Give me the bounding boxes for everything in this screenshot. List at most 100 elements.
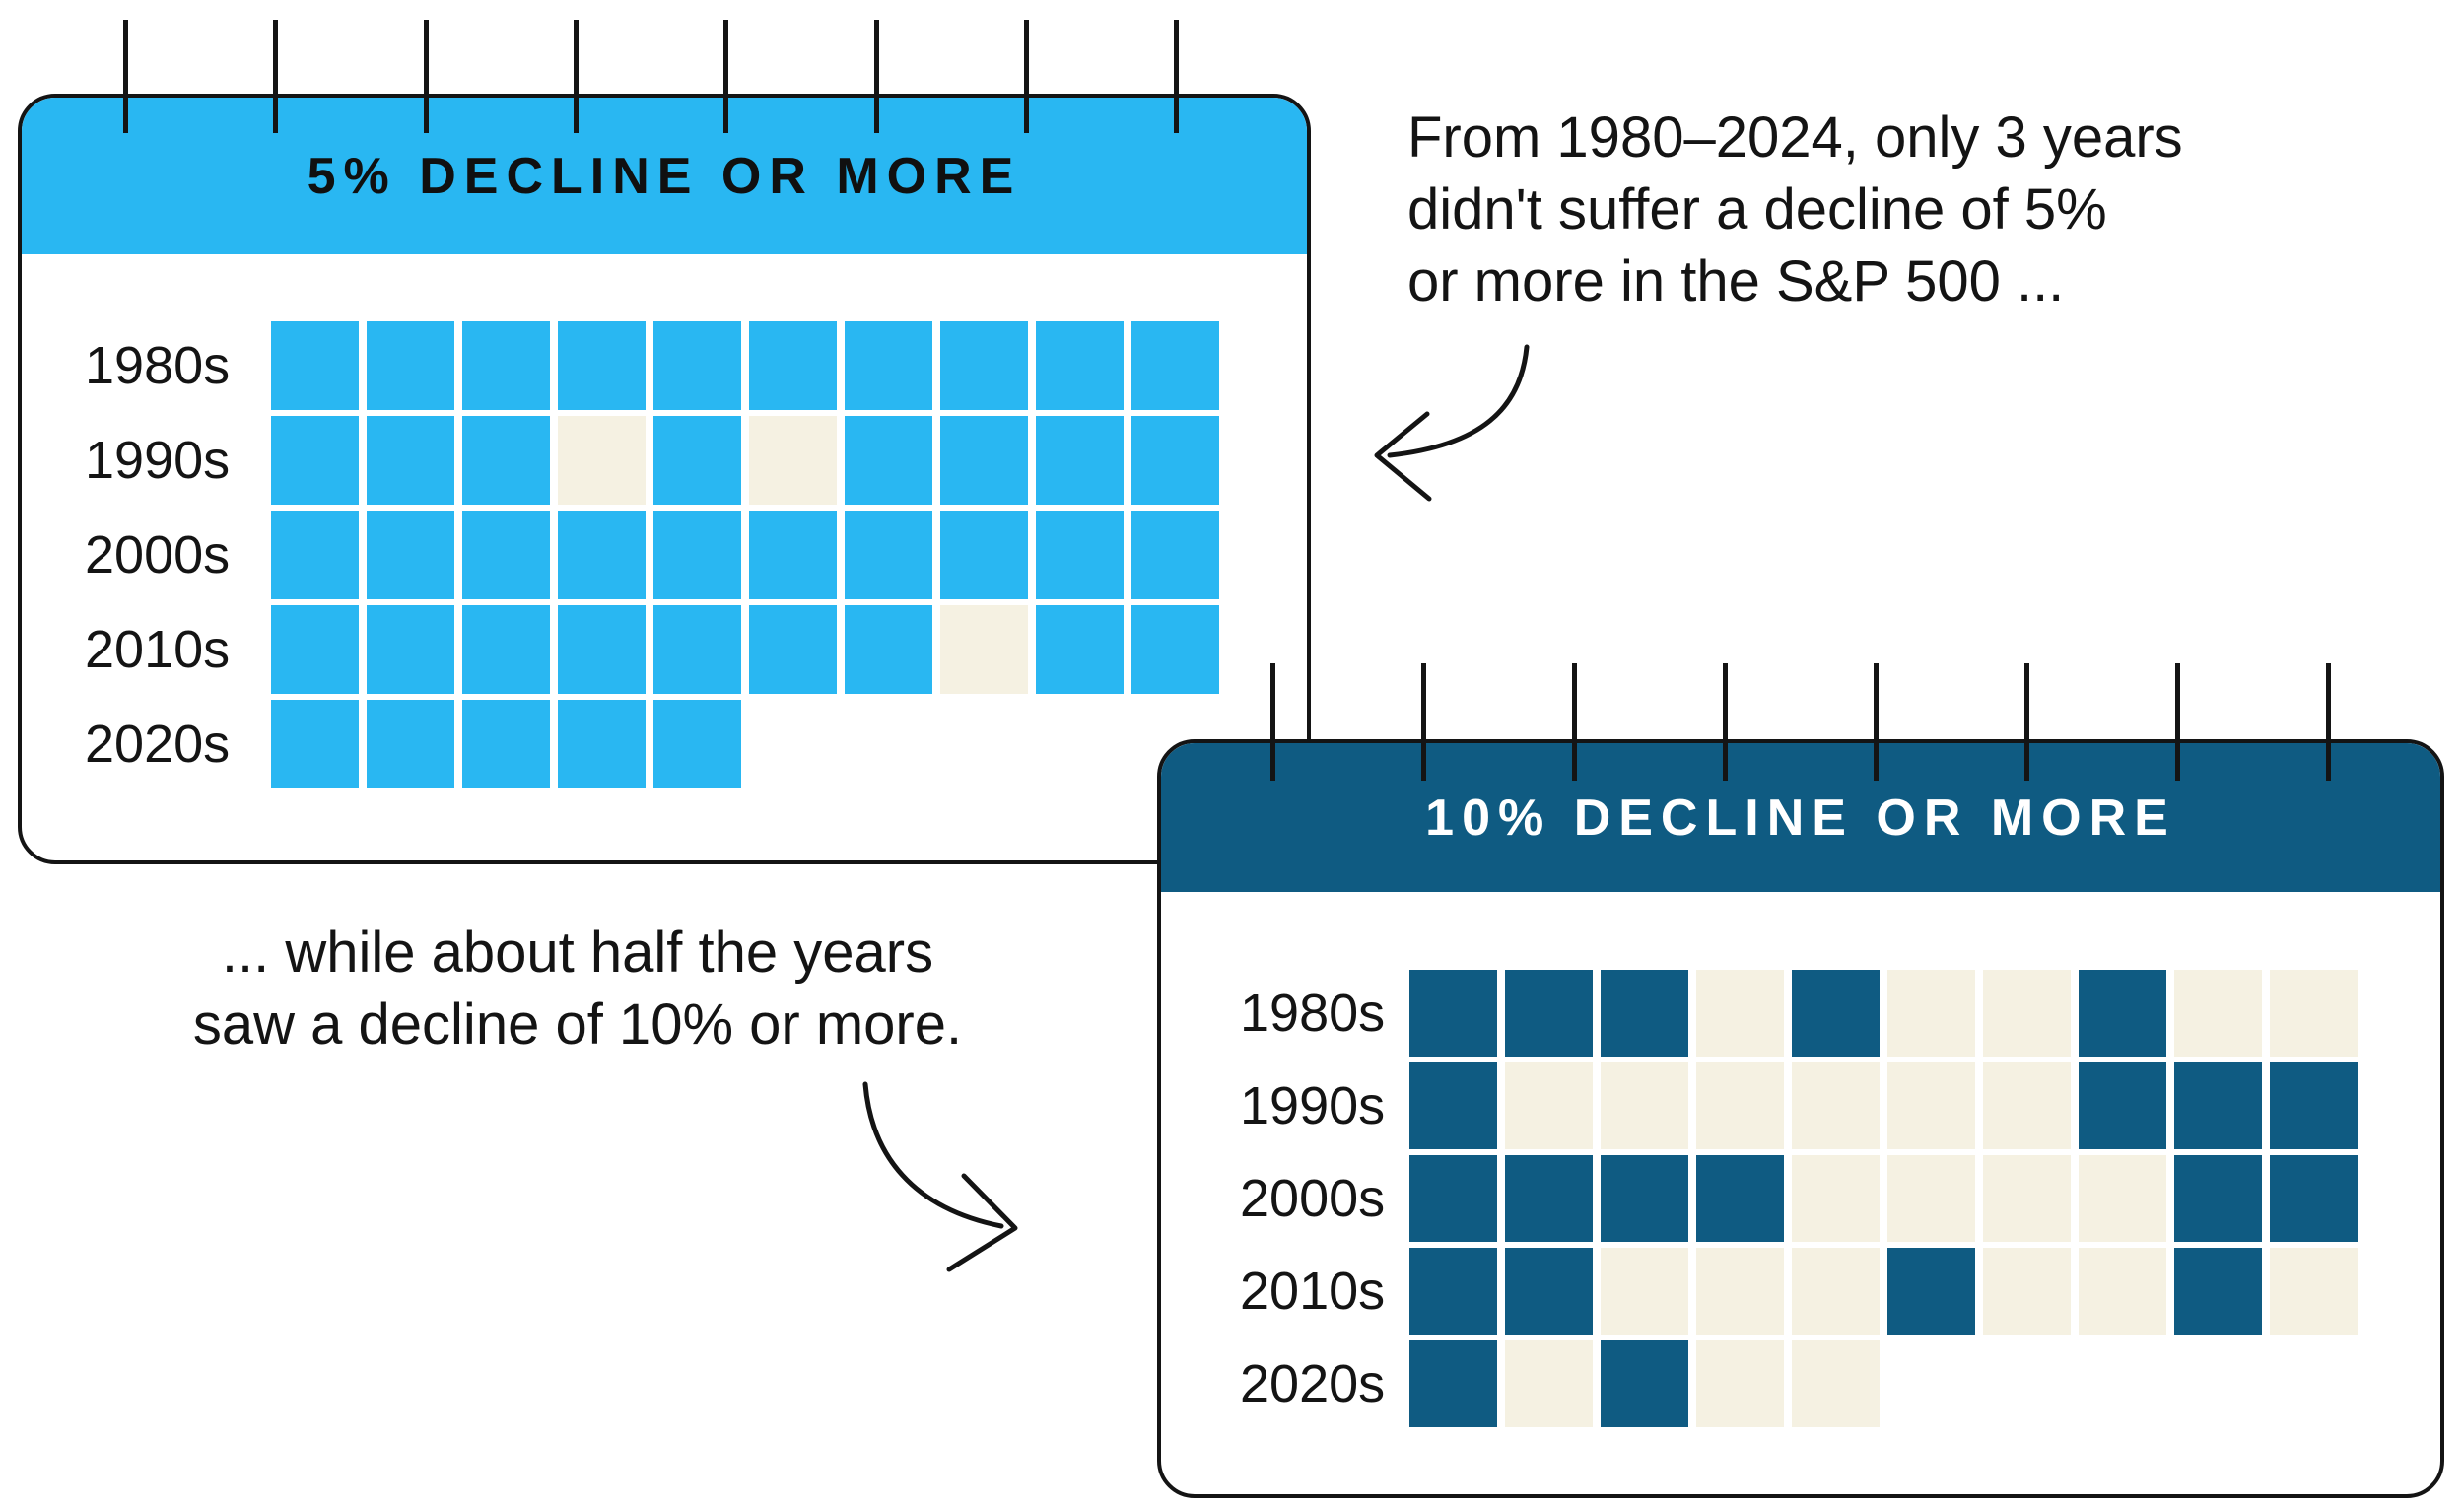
year-cell-no-decline bbox=[2079, 1155, 2166, 1242]
decade-label: 2020s bbox=[85, 715, 231, 774]
year-cell-decline bbox=[462, 511, 550, 599]
year-cells bbox=[1409, 1155, 2365, 1242]
year-cell-no-decline bbox=[2270, 1248, 2358, 1335]
year-cell-decline bbox=[1036, 416, 1124, 505]
year-cell-no-decline bbox=[1983, 1155, 2071, 1242]
year-cell-decline bbox=[462, 605, 550, 694]
curved-arrow-right-icon bbox=[862, 1081, 1018, 1272]
year-cell-no-decline bbox=[1887, 1062, 1975, 1149]
grid-10pct: 1980s 1990s 2000s 2010s 2020s bbox=[1240, 970, 2365, 1433]
decade-row: 1990s bbox=[1240, 1062, 2365, 1149]
year-cell-decline bbox=[271, 605, 359, 694]
year-cell-no-decline bbox=[1792, 1248, 1880, 1335]
binder-ring-icon bbox=[1874, 663, 1879, 781]
binder-ring-icon bbox=[2175, 663, 2180, 781]
year-cell-decline bbox=[367, 605, 454, 694]
year-cell-no-decline bbox=[1887, 1155, 1975, 1242]
year-cell-decline bbox=[1131, 416, 1219, 505]
decade-label: 1990s bbox=[85, 431, 231, 490]
year-cell-decline bbox=[462, 700, 550, 788]
decade-row: 2010s bbox=[85, 605, 1227, 694]
year-cell-decline bbox=[2270, 1155, 2358, 1242]
year-cells bbox=[271, 416, 1227, 505]
year-cell-no-decline bbox=[2079, 1248, 2166, 1335]
year-cell-decline bbox=[367, 321, 454, 410]
decade-label: 2020s bbox=[1240, 1354, 1386, 1413]
year-cell-decline bbox=[462, 416, 550, 505]
decade-row: 2000s bbox=[85, 511, 1227, 599]
year-cell-decline bbox=[653, 416, 741, 505]
year-cell-decline bbox=[1409, 970, 1497, 1057]
year-cell-decline bbox=[845, 605, 932, 694]
binder-ring-icon bbox=[1421, 663, 1426, 781]
year-cell-decline bbox=[1409, 1155, 1497, 1242]
annotation-5pct-text: From 1980–2024, only 3 years didn't suff… bbox=[1407, 105, 2183, 313]
card-10pct-title: 10% DECLINE OR MORE bbox=[1425, 788, 2176, 847]
year-cell-decline bbox=[653, 511, 741, 599]
year-cell-no-decline bbox=[1983, 1248, 2071, 1335]
year-cell-decline bbox=[749, 605, 837, 694]
decade-label: 1980s bbox=[1240, 984, 1386, 1043]
year-cell-no-decline bbox=[2174, 970, 2262, 1057]
year-cell-decline bbox=[1505, 1155, 1593, 1242]
year-cell-decline bbox=[2174, 1248, 2262, 1335]
year-cell-no-decline bbox=[1792, 1062, 1880, 1149]
year-cell-no-decline bbox=[1505, 1340, 1593, 1427]
year-cell-no-decline bbox=[1983, 1062, 2071, 1149]
card-5pct-decline: 5% DECLINE OR MORE 1980s 1990s 2000s 2010s 2… bbox=[18, 94, 1311, 864]
card-10pct-header: 10% DECLINE OR MORE bbox=[1161, 743, 2440, 892]
year-cell-decline bbox=[1409, 1340, 1497, 1427]
decade-row: 1980s bbox=[1240, 970, 2365, 1057]
year-cell-decline bbox=[1601, 970, 1688, 1057]
year-cell-decline bbox=[367, 700, 454, 788]
binder-ring-icon bbox=[123, 20, 128, 133]
year-cells bbox=[1409, 1340, 1887, 1427]
year-cell-no-decline bbox=[1983, 970, 2071, 1057]
year-cell-no-decline bbox=[1601, 1062, 1688, 1149]
year-cell-decline bbox=[940, 321, 1028, 410]
year-cell-decline bbox=[653, 605, 741, 694]
binder-ring-icon bbox=[874, 20, 879, 133]
year-cell-no-decline bbox=[2270, 970, 2358, 1057]
decade-row: 2000s bbox=[1240, 1155, 2365, 1242]
year-cell-decline bbox=[2270, 1062, 2358, 1149]
year-cell-decline bbox=[2174, 1062, 2262, 1149]
card-5pct-title: 5% DECLINE OR MORE bbox=[307, 147, 1022, 205]
year-cell-decline bbox=[2079, 1062, 2166, 1149]
year-cell-decline bbox=[845, 416, 932, 505]
year-cell-decline bbox=[558, 511, 646, 599]
card-10pct-decline: 10% DECLINE OR MORE 1980s 1990s 2000s 2010s… bbox=[1157, 739, 2444, 1498]
year-cell-decline bbox=[1696, 1155, 1784, 1242]
binder-ring-icon bbox=[1270, 663, 1275, 781]
year-cells bbox=[271, 605, 1227, 694]
year-cells bbox=[1409, 1248, 2365, 1335]
decade-row: 2020s bbox=[85, 700, 1227, 788]
binder-ring-icon bbox=[723, 20, 728, 133]
binder-ring-icon bbox=[273, 20, 278, 133]
binder-ring-icon bbox=[1174, 20, 1179, 133]
year-cell-no-decline bbox=[1696, 970, 1784, 1057]
year-cell-no-decline bbox=[1696, 1248, 1784, 1335]
year-cell-no-decline bbox=[749, 416, 837, 505]
year-cell-no-decline bbox=[1696, 1062, 1784, 1149]
year-cell-decline bbox=[1409, 1248, 1497, 1335]
year-cell-decline bbox=[1036, 511, 1124, 599]
year-cell-no-decline bbox=[1792, 1340, 1880, 1427]
year-cell-decline bbox=[2079, 970, 2166, 1057]
year-cells bbox=[1409, 1062, 2365, 1149]
year-cell-decline bbox=[653, 321, 741, 410]
year-cell-decline bbox=[1409, 1062, 1497, 1149]
decade-row: 1980s bbox=[85, 321, 1227, 410]
year-cell-decline bbox=[940, 416, 1028, 505]
year-cell-no-decline bbox=[1696, 1340, 1784, 1427]
year-cell-decline bbox=[558, 321, 646, 410]
year-cell-decline bbox=[1131, 511, 1219, 599]
year-cells bbox=[1409, 970, 2365, 1057]
year-cell-decline bbox=[462, 321, 550, 410]
decade-row: 1990s bbox=[85, 416, 1227, 505]
year-cell-no-decline bbox=[1792, 1155, 1880, 1242]
year-cell-decline bbox=[367, 416, 454, 505]
year-cell-decline bbox=[1131, 321, 1219, 410]
binder-ring-icon bbox=[574, 20, 579, 133]
